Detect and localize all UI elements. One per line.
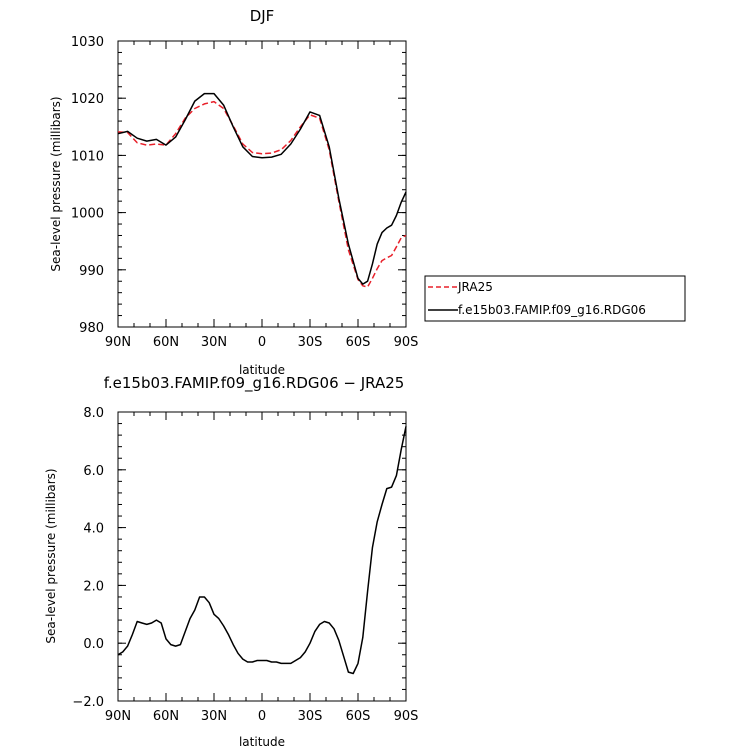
bottom-x-axis: 90N 60N 30N 0 30S 60S 90S bbox=[105, 412, 419, 724]
top-y-tick-label: 990 bbox=[79, 264, 104, 279]
top-chart-title: DJF bbox=[250, 7, 275, 25]
bottom-x-tick-label: 0 bbox=[258, 709, 266, 724]
top-series-line-0 bbox=[117, 100, 407, 288]
top-y-tick-label: 1000 bbox=[71, 207, 104, 222]
bottom-series-group bbox=[117, 426, 407, 675]
top-x-tick-label: 30N bbox=[201, 335, 227, 350]
top-panel: DJF 90N 60N 30N 0 30S 60S 90S 980 990 1000 1010 10… bbox=[49, 7, 686, 377]
top-x-tick-label: 0 bbox=[258, 335, 266, 350]
bottom-x-tick-label: 60N bbox=[153, 709, 179, 724]
top-y-axis-label: Sea-level pressure (millibars) bbox=[49, 96, 63, 271]
bottom-y-axis: −2.0 0.0 2.0 4.0 6.0 8.0 bbox=[72, 406, 406, 710]
top-x-tick-label: 90S bbox=[394, 335, 419, 350]
top-y-tick-label: 1020 bbox=[71, 92, 104, 107]
top-x-tick-label: 30S bbox=[298, 335, 323, 350]
bottom-x-tick-label: 30S bbox=[298, 709, 323, 724]
top-x-axis-label: latitude bbox=[239, 363, 285, 377]
bottom-chart-title: f.e15b03.FAMIP.f09_g16.RDG06 − JRA25 bbox=[104, 374, 405, 393]
top-x-axis: 90N 60N 30N 0 30S 60S 90S bbox=[105, 41, 419, 350]
bottom-y-axis-label: Sea-level pressure (millibars) bbox=[44, 468, 58, 643]
top-x-tick-label: 90N bbox=[105, 335, 131, 350]
bottom-y-tick-label: 0.0 bbox=[83, 637, 104, 652]
top-y-tick-label: 1030 bbox=[71, 35, 104, 50]
top-x-tick-label: 60S bbox=[346, 335, 371, 350]
legend-label-model: f.e15b03.FAMIP.f09_g16.RDG06 bbox=[458, 303, 646, 317]
top-y-axis: 980 990 1000 1010 1020 1030 bbox=[71, 35, 406, 336]
bottom-x-tick-label: 60S bbox=[346, 709, 371, 724]
bottom-y-tick-label: 4.0 bbox=[83, 522, 104, 537]
top-series-line-1 bbox=[117, 92, 407, 285]
bottom-x-tick-label: 90S bbox=[394, 709, 419, 724]
top-x-tick-label: 60N bbox=[153, 335, 179, 350]
top-y-tick-label: 1010 bbox=[71, 149, 104, 164]
legend-label-jra25: JRA25 bbox=[457, 280, 493, 294]
bottom-panel: f.e15b03.FAMIP.f09_g16.RDG06 − JRA25 90N… bbox=[44, 374, 418, 749]
bottom-x-tick-label: 90N bbox=[105, 709, 131, 724]
top-y-tick-label: 980 bbox=[79, 321, 104, 336]
legend-box bbox=[424, 275, 686, 322]
bottom-x-axis-label: latitude bbox=[239, 735, 285, 749]
top-series-group bbox=[117, 92, 407, 288]
bottom-y-tick-label: 6.0 bbox=[83, 464, 104, 479]
bottom-y-tick-label: 2.0 bbox=[83, 579, 104, 594]
bottom-series-line-0 bbox=[117, 426, 407, 675]
bottom-y-tick-label: −2.0 bbox=[72, 695, 104, 710]
bottom-x-tick-label: 30N bbox=[201, 709, 227, 724]
bottom-y-tick-label: 8.0 bbox=[83, 406, 104, 421]
top-legend: JRA25 f.e15b03.FAMIP.f09_g16.RDG06 bbox=[424, 275, 686, 322]
bottom-plot-frame bbox=[117, 411, 407, 702]
